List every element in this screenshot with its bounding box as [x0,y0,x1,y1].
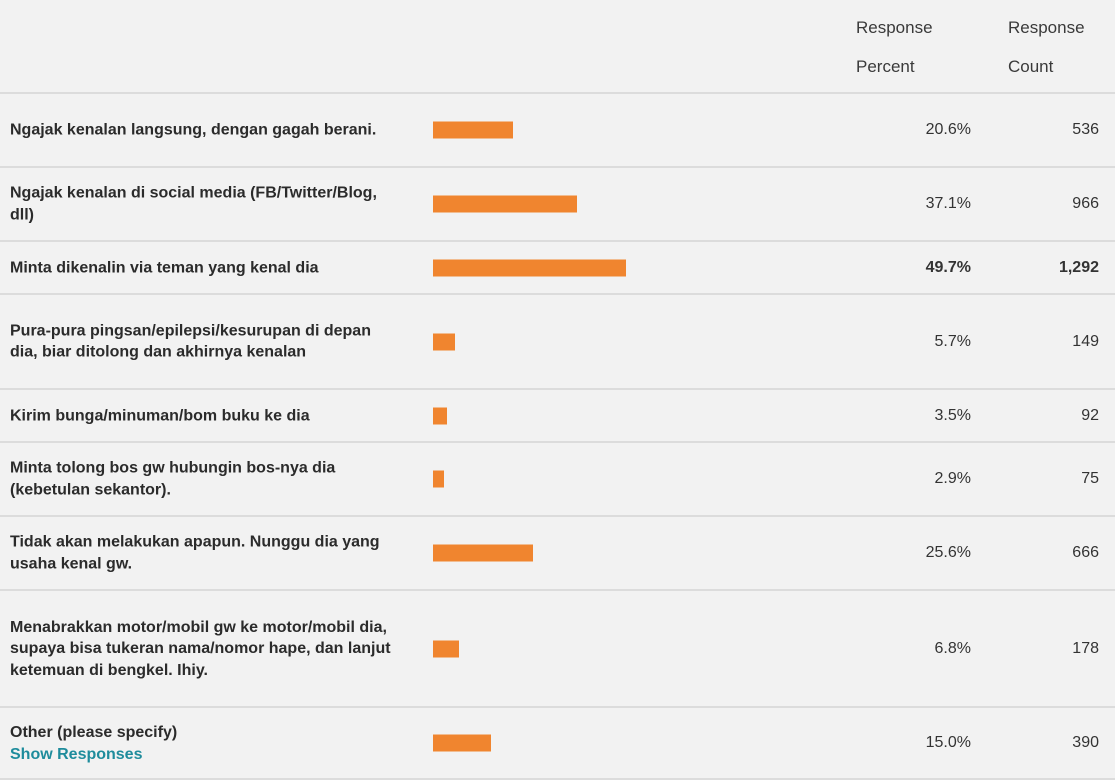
response-count: 92 [1081,406,1099,424]
response-percent: 5.7% [934,332,971,350]
answer-label: Ngajak kenalan di social media (FB/Twitt… [10,183,400,226]
answer-label: Minta dikenalin via teman yang kenal dia [10,257,400,279]
response-bar [433,544,533,562]
response-percent: 3.5% [934,406,971,424]
answer-text: Menabrakkan motor/mobil gw ke motor/mobi… [10,618,391,679]
response-percent-header: Response Percent [856,8,933,86]
response-count-header: Response Count [1008,8,1085,86]
response-count: 1,292 [1058,258,1099,276]
table-row: Other (please specify) Show Responses 15.0… [0,708,1115,780]
response-count: 390 [1072,734,1099,751]
table-row: Ngajak kenalan langsung, dengan gagah be… [0,94,1115,168]
response-count: 536 [1072,121,1099,138]
response-bar [433,121,513,139]
answer-label: Pura-pura pingsan/epilepsi/kesurupan di … [10,320,400,363]
answer-label: Other (please specify) Show Responses [10,722,400,765]
response-count: 149 [1072,332,1099,350]
response-percent: 49.7% [925,258,971,276]
answer-text: Tidak akan melakukan apapun. Nunggu dia … [10,533,380,573]
response-count: 966 [1072,195,1099,212]
response-bar [433,734,491,752]
answer-text: Minta dikenalin via teman yang kenal dia [10,258,319,276]
table-row: Menabrakkan motor/mobil gw ke motor/mobi… [0,591,1115,708]
answer-label: Menabrakkan motor/mobil gw ke motor/mobi… [10,616,400,681]
response-bar [433,640,459,657]
answer-text: Kirim bunga/minuman/bom buku ke dia [10,406,310,424]
response-percent: 25.6% [925,544,971,561]
header-percent-line1: Response [856,18,933,37]
answer-text: Ngajak kenalan langsung, dengan gagah be… [10,121,377,139]
response-rows: Ngajak kenalan langsung, dengan gagah be… [0,94,1115,780]
response-count: 178 [1072,639,1099,657]
response-count: 75 [1081,470,1099,487]
answer-text: Other (please specify) [10,723,178,741]
answer-text: Minta tolong bos gw hubungin bos-nya dia… [10,459,336,499]
response-percent: 15.0% [925,734,971,751]
response-percent: 6.8% [934,639,971,657]
response-bar [433,470,444,488]
answer-label: Minta tolong bos gw hubungin bos-nya dia… [10,458,400,501]
answer-label: Tidak akan melakukan apapun. Nunggu dia … [10,532,400,575]
header-count-line2: Count [1008,57,1054,76]
answer-text: Pura-pura pingsan/epilepsi/kesurupan di … [10,322,371,361]
show-responses-link[interactable]: Show Responses [10,745,143,763]
response-bar [433,195,577,213]
table-row: Minta dikenalin via teman yang kenal dia… [0,242,1115,295]
response-percent: 37.1% [925,195,971,212]
answer-text: Ngajak kenalan di social media (FB/Twitt… [10,184,377,224]
table-header: Response Percent Response Count [0,0,1115,94]
response-percent: 2.9% [934,470,971,487]
table-row: Tidak akan melakukan apapun. Nunggu dia … [0,517,1115,591]
answer-label: Kirim bunga/minuman/bom buku ke dia [10,405,400,427]
header-count-line1: Response [1008,18,1085,37]
answer-label: Ngajak kenalan langsung, dengan gagah be… [10,119,400,141]
table-row: Ngajak kenalan di social media (FB/Twitt… [0,168,1115,242]
response-bar [433,259,626,276]
table-row: Pura-pura pingsan/epilepsi/kesurupan di … [0,295,1115,390]
response-bar [433,407,447,424]
response-bar [433,333,455,350]
response-count: 666 [1072,544,1099,561]
table-row: Kirim bunga/minuman/bom buku ke dia 3.5% 9… [0,390,1115,443]
response-percent: 20.6% [925,121,971,138]
table-row: Minta tolong bos gw hubungin bos-nya dia… [0,443,1115,517]
header-percent-line2: Percent [856,57,915,76]
